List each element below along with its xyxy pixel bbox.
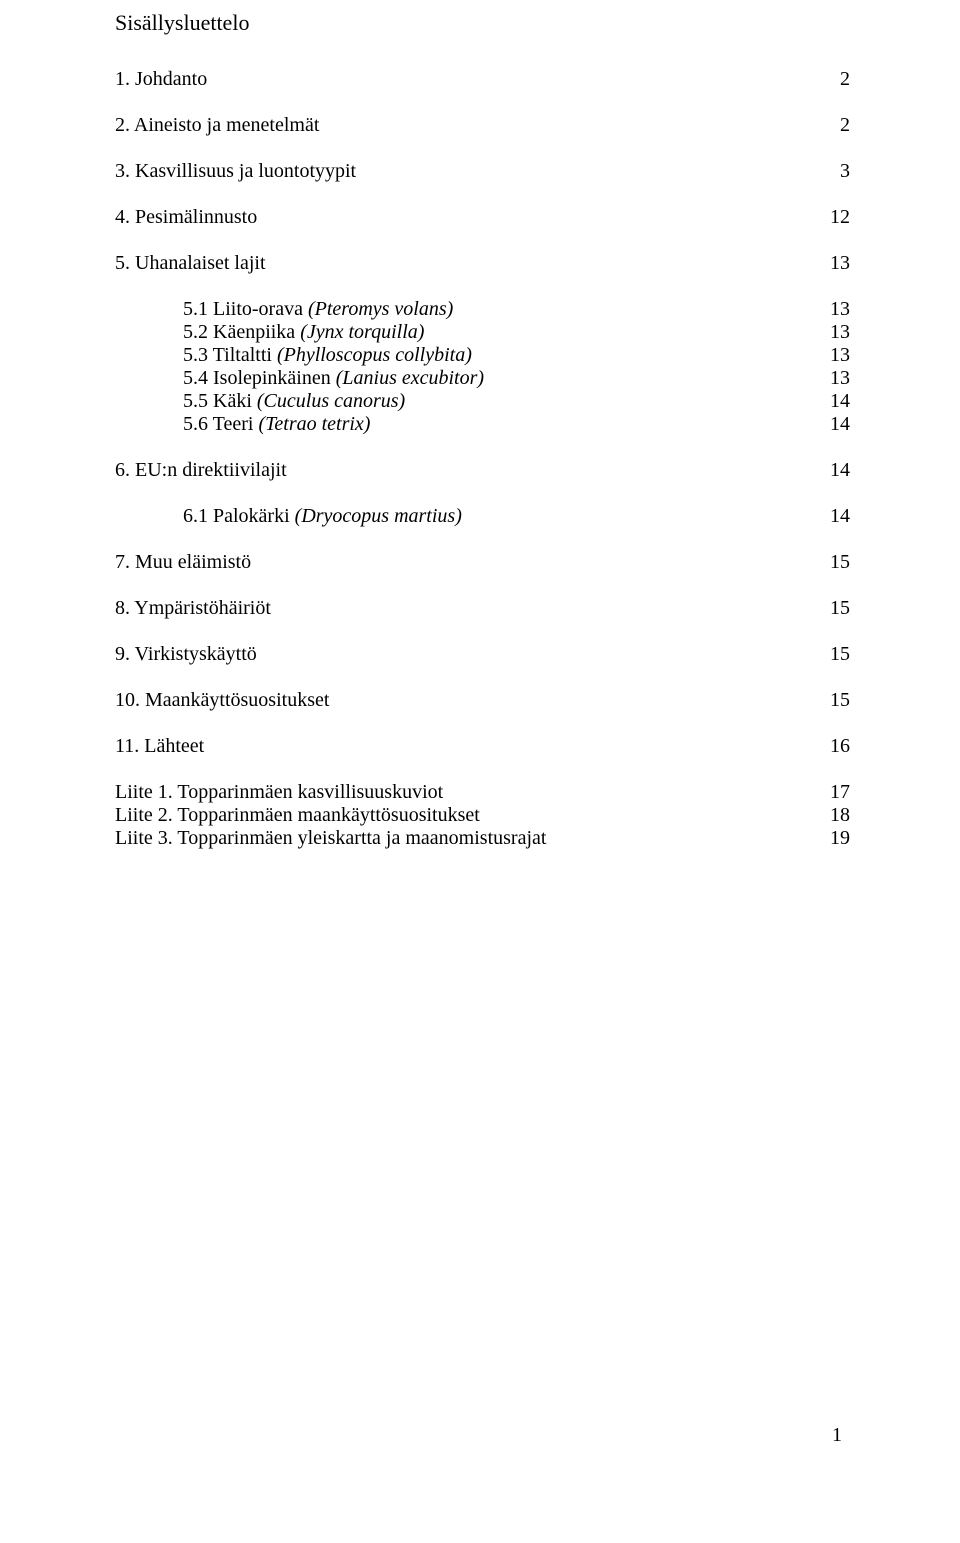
toc-title: Sisällysluettelo [115,10,850,36]
toc-entry: 7. Muu eläimistö 15 [115,551,850,574]
toc-page: 13 [810,344,850,367]
toc-page: 15 [810,643,850,666]
toc-page: 14 [810,459,850,482]
toc-subentry: 5.2 Käenpiika (Jynx torquilla) 13 [115,321,850,344]
toc-entry: 5. Uhanalaiset lajit 13 [115,252,850,275]
toc-label: Liite 1. Topparinmäen kasvillisuuskuviot [115,781,810,804]
toc-label: 5.1 Liito-orava (Pteromys volans) [183,298,810,321]
toc-subentry: 6.1 Palokärki (Dryocopus martius) 14 [115,505,850,528]
toc-latin: (Cuculus canorus) [257,390,405,412]
toc-attachments: Liite 1. Topparinmäen kasvillisuuskuviot… [115,781,850,850]
toc-attachment-entry: Liite 3. Topparinmäen yleiskartta ja maa… [115,827,850,850]
toc-entry: 11. Lähteet 16 [115,735,850,758]
toc-subblock-5: 5.1 Liito-orava (Pteromys volans) 13 5.2… [115,298,850,436]
toc-label: Liite 3. Topparinmäen yleiskartta ja maa… [115,827,810,850]
toc-label: Liite 2. Topparinmäen maankäyttösuosituk… [115,804,810,827]
toc-prefix: 5.2 Käenpiika [183,321,300,343]
page-number: 1 [832,1424,842,1447]
toc-prefix: 5.3 Tiltaltti [183,344,277,366]
toc-latin: (Dryocopus martius) [295,505,462,527]
toc-page: 13 [810,252,850,275]
toc-page: 2 [810,114,850,137]
toc-page: 3 [810,160,850,183]
toc-page: 17 [810,781,850,804]
toc-latin: (Jynx torquilla) [300,321,424,343]
toc-page: 18 [810,804,850,827]
toc-latin: (Lanius excubitor) [336,367,484,389]
toc-entry: 10. Maankäyttösuositukset 15 [115,689,850,712]
toc-page: 13 [810,298,850,321]
toc-entry: 2. Aineisto ja menetelmät 2 [115,114,850,137]
toc-page: 15 [810,597,850,620]
toc-entry: 1. Johdanto 2 [115,68,850,91]
toc-subentry: 5.6 Teeri (Tetrao tetrix) 14 [115,413,850,436]
toc-label: 5. Uhanalaiset lajit [115,252,810,275]
toc-page: 13 [810,321,850,344]
toc-entry: 4. Pesimälinnusto 12 [115,206,850,229]
toc-label: 10. Maankäyttösuositukset [115,689,810,712]
toc-label: 6.1 Palokärki (Dryocopus martius) [183,505,810,528]
toc-latin: (Tetrao tetrix) [258,413,370,435]
toc-subentry: 5.1 Liito-orava (Pteromys volans) 13 [115,298,850,321]
toc-label: 1. Johdanto [115,68,810,91]
toc-label: 4. Pesimälinnusto [115,206,810,229]
toc-prefix: 5.1 Liito-orava [183,298,308,320]
toc-page: 2 [810,68,850,91]
toc-label: 5.6 Teeri (Tetrao tetrix) [183,413,810,436]
toc-prefix: 5.4 Isolepinkäinen [183,367,336,389]
toc-subentry: 5.5 Käki (Cuculus canorus) 14 [115,390,850,413]
toc-page: 14 [810,390,850,413]
toc-subentry: 5.4 Isolepinkäinen (Lanius excubitor) 13 [115,367,850,390]
toc-entry: 8. Ympäristöhäiriöt 15 [115,597,850,620]
toc-label: 5.5 Käki (Cuculus canorus) [183,390,810,413]
toc-label: 5.3 Tiltaltti (Phylloscopus collybita) [183,344,810,367]
toc-page: 15 [810,689,850,712]
toc-page: 16 [810,735,850,758]
toc-attachment-entry: Liite 2. Topparinmäen maankäyttösuosituk… [115,804,850,827]
toc-label: 6. EU:n direktiivilajit [115,459,810,482]
toc-subblock-6: 6.1 Palokärki (Dryocopus martius) 14 [115,505,850,528]
toc-page: 13 [810,367,850,390]
toc-label: 5.4 Isolepinkäinen (Lanius excubitor) [183,367,810,390]
toc-entry: 6. EU:n direktiivilajit 14 [115,459,850,482]
toc-label: 2. Aineisto ja menetelmät [115,114,810,137]
toc-attachment-entry: Liite 1. Topparinmäen kasvillisuuskuviot… [115,781,850,804]
toc-label: 7. Muu eläimistö [115,551,810,574]
toc-label: 9. Virkistyskäyttö [115,643,810,666]
toc-latin: (Phylloscopus collybita) [277,344,472,366]
toc-label: 3. Kasvillisuus ja luontotyypit [115,160,810,183]
toc-page: 19 [810,827,850,850]
toc-page: 15 [810,551,850,574]
toc-label: 11. Lähteet [115,735,810,758]
toc-label: 8. Ympäristöhäiriöt [115,597,810,620]
toc-entry: 3. Kasvillisuus ja luontotyypit 3 [115,160,850,183]
toc-entry: 9. Virkistyskäyttö 15 [115,643,850,666]
toc-latin: (Pteromys volans) [308,298,453,320]
toc-label: 5.2 Käenpiika (Jynx torquilla) [183,321,810,344]
toc-prefix: 5.6 Teeri [183,413,258,435]
toc-page: 12 [810,206,850,229]
toc-prefix: 5.5 Käki [183,390,257,412]
toc-prefix: 6.1 Palokärki [183,505,295,527]
toc-subentry: 5.3 Tiltaltti (Phylloscopus collybita) 1… [115,344,850,367]
toc-list: 1. Johdanto 2 2. Aineisto ja menetelmät … [115,68,850,850]
toc-page: 14 [810,413,850,436]
toc-page: 14 [810,505,850,528]
